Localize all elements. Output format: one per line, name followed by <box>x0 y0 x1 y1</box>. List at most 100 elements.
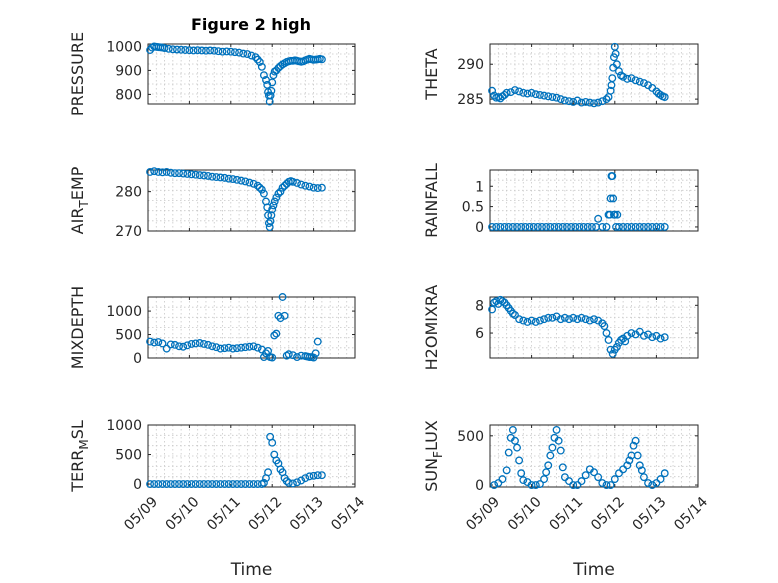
panel-2-point <box>540 91 549 100</box>
panel-8-point <box>552 425 561 434</box>
panel-4-point <box>554 222 563 231</box>
panel-3-point <box>249 179 258 188</box>
panel-2-point <box>565 97 573 106</box>
panel-4-ytick-label: 1 <box>475 179 484 195</box>
panel-6-point <box>569 313 578 322</box>
panel-6-point <box>590 315 598 324</box>
panel-4-point <box>610 210 619 219</box>
panel-7-point <box>146 480 155 488</box>
panel-7-point <box>259 478 268 487</box>
panel-4-point <box>644 222 653 231</box>
panel-8-point <box>635 461 644 470</box>
panel-8-point <box>615 469 623 478</box>
panel-5-point <box>170 340 179 349</box>
panel-7-point <box>162 480 171 488</box>
panel-2-ytick-label: 290 <box>457 57 484 73</box>
panel-2-point <box>515 87 524 96</box>
panel-8-point <box>610 475 619 484</box>
panel-7-point <box>305 472 314 481</box>
panel-3-point <box>305 182 314 191</box>
panel-6-point <box>515 315 524 324</box>
panel-7-point <box>313 471 322 480</box>
panel-5-point <box>309 353 318 362</box>
panel-5-point <box>293 353 301 362</box>
panel-8-point <box>594 473 603 482</box>
panel-5-point <box>288 351 297 360</box>
panel-3-point <box>220 173 229 182</box>
panel-8-xlabel: Time <box>572 560 615 580</box>
panel-8-point <box>546 451 555 460</box>
panel-1-point <box>160 44 169 53</box>
panel-1-point <box>164 44 173 53</box>
panel-4-point <box>538 222 546 231</box>
panel-2-point <box>500 90 509 99</box>
panel-8-point <box>631 436 640 445</box>
panel-6-point <box>602 329 611 337</box>
panel-3-point <box>216 173 225 182</box>
panel-5-point <box>249 342 258 351</box>
panel-7-xtick-label: 05/09 <box>121 494 161 534</box>
panel-4-axes-box <box>489 169 699 232</box>
panel-3-point <box>158 168 167 177</box>
panel-8-point <box>625 456 634 465</box>
panel-6-point <box>565 315 573 324</box>
panel-3-point <box>187 170 196 179</box>
panel-8-point <box>606 481 615 489</box>
panel-6-point <box>527 316 536 325</box>
panel-8-point <box>498 475 507 484</box>
panel-3-point <box>253 181 262 190</box>
panel-3-point <box>146 168 155 176</box>
panel-3-point <box>212 173 221 182</box>
panel-1-point <box>218 47 227 56</box>
panel-6-ytick-label: 8 <box>475 298 484 314</box>
panel-8-ylabel: SUNFLUX <box>422 420 445 492</box>
panel-2-point <box>581 97 590 106</box>
panel-2-point <box>602 95 611 104</box>
panel-3-point <box>195 171 204 180</box>
panel-3-point <box>162 168 171 176</box>
panel-8-point <box>517 469 526 478</box>
panel-5-point <box>204 340 212 349</box>
panel-3-point <box>241 177 250 186</box>
panel-5-point <box>199 339 208 348</box>
panel-2-point <box>531 90 540 99</box>
panel-7-point <box>288 479 297 488</box>
panel-3-point <box>166 168 175 177</box>
panel-4-point <box>639 222 648 231</box>
panel-5-point <box>280 311 289 320</box>
panel-7-point <box>150 480 159 488</box>
panel-2-point <box>619 72 628 81</box>
panel-8-point <box>569 481 578 489</box>
panel-1-ylabel: PRESSURE <box>68 32 87 116</box>
panel-1-point <box>272 66 281 75</box>
panel-7-point <box>195 480 204 488</box>
panel-3-ytick-label: 280 <box>115 185 142 201</box>
panel-4-point <box>571 222 580 231</box>
panel-1-point <box>226 47 235 56</box>
panel-8-point <box>515 456 524 465</box>
panel-5-point <box>241 343 250 352</box>
panel-5-point <box>253 343 262 352</box>
panel-1-point <box>197 46 206 55</box>
panel-1-point <box>193 46 202 55</box>
panel-6-point <box>540 315 549 324</box>
panel-6-point <box>488 305 497 314</box>
panel-5-point <box>313 337 322 346</box>
panel-8-point <box>660 469 669 478</box>
panel-2-point <box>635 77 644 86</box>
panel-3-point <box>269 201 278 210</box>
panel-8-point <box>590 468 598 477</box>
panel-5-point <box>276 314 285 323</box>
panel-2-point <box>606 86 615 95</box>
panel-7-xtick-label: 05/13 <box>287 494 327 534</box>
panel-7-point <box>199 480 208 488</box>
panel-1-point <box>173 45 181 54</box>
panel-8-point <box>494 479 503 488</box>
panel-4-ylabel: RAINFALL <box>422 163 441 238</box>
panel-7-ytick-label: 500 <box>115 448 142 464</box>
panel-4-point <box>587 222 596 231</box>
panel-4-point <box>605 210 614 219</box>
panel-7-point <box>233 480 241 488</box>
panel-1-point <box>181 46 190 54</box>
